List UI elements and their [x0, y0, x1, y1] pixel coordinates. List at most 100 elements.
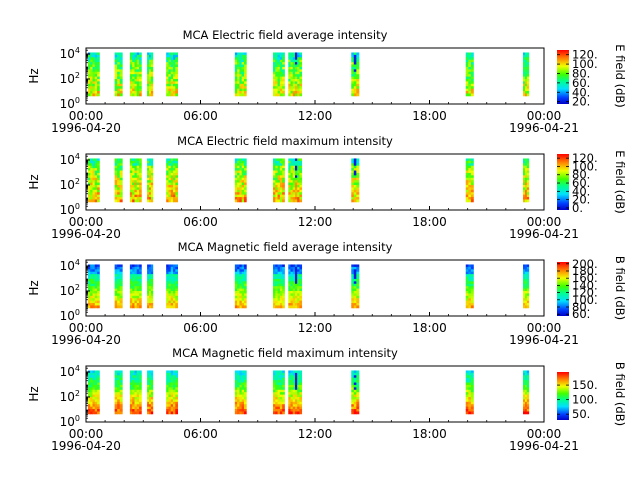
colorbar-label: B field (dB)	[613, 256, 627, 320]
chart-title: MCA Electric field maximum intensity	[177, 134, 393, 148]
colorbar-label: E field (dB)	[613, 44, 627, 108]
colorbar-label: E field (dB)	[613, 150, 627, 214]
data-segment	[87, 370, 100, 415]
data-segment	[87, 52, 100, 97]
x-tick-label: 00:00	[69, 321, 104, 335]
data-segment	[523, 264, 530, 309]
y-tick-label: 102	[60, 177, 80, 192]
y-axis-label: Hz	[27, 280, 41, 295]
data-segment	[273, 370, 285, 415]
y-tick-label: 102	[60, 389, 80, 404]
colorbar: 50.100.150. B field (dB)	[557, 362, 627, 426]
colorbar-tick-label: 60.	[572, 307, 590, 321]
colorbar: 0.20.40.60.80.100.120. E field (dB)	[557, 150, 627, 215]
y-tick-label: 100	[60, 96, 80, 111]
colorbar-tick-label: 40.	[572, 184, 590, 198]
x-tick-label: 06:00	[183, 321, 218, 335]
chart-title: MCA Electric field average intensity	[183, 28, 388, 42]
y-tick-label: 104	[60, 46, 80, 61]
data-segment	[87, 264, 100, 309]
y-tick-label: 104	[60, 364, 80, 379]
colorbar-tick-label: 100.	[572, 293, 598, 307]
data-segment	[351, 264, 360, 309]
x-tick-label: 00:00	[527, 427, 562, 441]
x-tick-label: 00:00	[69, 109, 104, 123]
colorbar-tick-label: 60.	[572, 76, 590, 90]
colorbar-tick-label: 20.	[572, 193, 590, 207]
panel-4: MCA Magnetic field maximum intensity 100 1…	[27, 346, 627, 453]
axes-frame	[85, 153, 545, 211]
data-segment	[288, 158, 303, 203]
data-segment	[166, 370, 178, 415]
x-tick-label: 12:00	[298, 321, 333, 335]
data-segment	[465, 264, 474, 309]
x-date-label: 1996-04-20	[51, 333, 121, 347]
data-segment	[465, 158, 474, 203]
colorbar-tick-label: 180.	[572, 264, 598, 278]
axes-frame	[85, 259, 545, 317]
colorbar-tick-label: 120.	[572, 151, 598, 165]
x-tick-label: 18:00	[412, 215, 447, 229]
colorbar-tick-label: 120.	[572, 48, 598, 62]
x-tick-label: 06:00	[183, 427, 218, 441]
data-segment	[523, 158, 530, 203]
data-segment	[523, 370, 530, 415]
colorbar-tick-label: 160.	[572, 271, 598, 285]
x-tick-label: 00:00	[527, 215, 562, 229]
axes-frame	[85, 365, 545, 423]
panel-1: MCA Electric field average intensity 100 1…	[27, 28, 627, 135]
data-segment	[114, 52, 123, 97]
panel-3: MCA Magnetic field average intensity 100 1…	[27, 240, 627, 347]
colorbar-tick-label: 80.	[572, 168, 590, 182]
data-segment	[234, 264, 247, 309]
colorbar-tick-label: 100.	[572, 57, 598, 71]
y-tick-label: 100	[60, 202, 80, 217]
data-segment	[273, 158, 285, 203]
y-tick-label: 102	[60, 71, 80, 86]
colorbar-tick-label: 20.	[572, 95, 590, 109]
data-segment	[129, 264, 142, 309]
y-tick-label: 100	[60, 308, 80, 323]
colorbar-tick-label: 0.	[572, 201, 583, 215]
data-segment	[465, 370, 474, 415]
data-segment	[87, 158, 100, 203]
colorbar-tick-label: 120.	[572, 286, 598, 300]
chart-title: MCA Magnetic field average intensity	[178, 240, 393, 254]
colorbar-tick-label: 100.	[572, 159, 598, 173]
y-axis-label: Hz	[27, 68, 41, 83]
data-segment	[288, 52, 303, 97]
chart-title: MCA Magnetic field maximum intensity	[172, 346, 398, 360]
data-segment	[234, 52, 247, 97]
x-tick-label: 18:00	[412, 109, 447, 123]
data-segment	[166, 264, 178, 309]
data-segment	[147, 52, 154, 97]
data-segment	[147, 264, 154, 309]
x-tick-label: 00:00	[69, 427, 104, 441]
axes-frame	[85, 47, 545, 105]
data-segment	[129, 370, 142, 415]
data-segment	[234, 370, 247, 415]
colorbar-tick-label: 80.	[572, 300, 590, 314]
data-segment	[288, 370, 303, 415]
x-tick-label: 18:00	[412, 321, 447, 335]
data-segment	[114, 158, 123, 203]
data-segment	[147, 370, 154, 415]
colorbar-tick-label: 50.	[572, 407, 590, 421]
x-tick-label: 06:00	[183, 109, 218, 123]
colorbar: 60.80.100.120.140.160.180.200. B field (d…	[557, 256, 627, 321]
colorbar-tick-label: 140.	[572, 278, 598, 292]
data-segment	[114, 264, 123, 309]
x-date-label: 1996-04-20	[51, 121, 121, 135]
x-tick-label: 00:00	[69, 215, 104, 229]
data-segment	[351, 370, 360, 415]
data-segment	[351, 158, 360, 203]
y-axis-label: Hz	[27, 386, 41, 401]
colorbar-tick-label: 60.	[572, 176, 590, 190]
y-tick-label: 104	[60, 258, 80, 273]
colorbar-tick-label: 40.	[572, 85, 590, 99]
x-tick-label: 00:00	[527, 109, 562, 123]
x-tick-label: 12:00	[298, 427, 333, 441]
data-segment	[288, 264, 303, 309]
data-segment	[234, 158, 247, 203]
